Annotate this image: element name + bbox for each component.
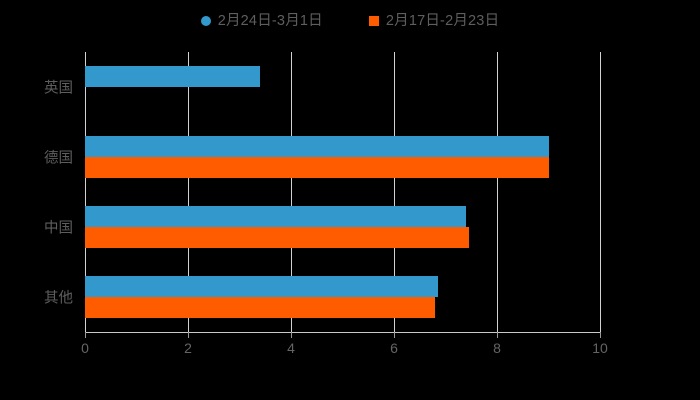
- gridline: [497, 52, 498, 332]
- gridline: [291, 52, 292, 332]
- legend-marker-square-icon: [368, 16, 379, 26]
- x-tick-mark: [85, 332, 86, 338]
- legend-label-series-1: 2月17日-2月23日: [385, 12, 500, 29]
- x-tick-mark: [291, 332, 292, 338]
- bar: [85, 157, 549, 178]
- x-tick-label: 2: [184, 340, 192, 356]
- bar: [85, 276, 438, 297]
- category-label: 德国: [44, 150, 73, 167]
- category-label: 英国: [44, 80, 73, 97]
- x-tick-label: 0: [81, 340, 89, 356]
- x-tick-mark: [497, 332, 498, 338]
- chart-legend: 2月24日-3月1日 2月17日-2月23日: [0, 8, 700, 34]
- x-tick-mark: [394, 332, 395, 338]
- legend-marker-circle-icon: [200, 16, 211, 26]
- bar: [85, 66, 261, 87]
- x-tick-label: 8: [493, 340, 501, 356]
- bar: [85, 227, 469, 248]
- category-label: 中国: [44, 220, 73, 237]
- legend-item-series-0[interactable]: 2月24日-3月1日: [200, 12, 323, 29]
- x-tick-label: 10: [592, 340, 608, 356]
- gridline: [85, 52, 86, 332]
- legend-label-series-0: 2月24日-3月1日: [217, 12, 323, 29]
- x-axis-line: [85, 332, 600, 333]
- gridline: [188, 52, 189, 332]
- bar: [85, 297, 436, 318]
- plot-area: 0 2 4 6 8 10 英国德国中国其他: [44, 52, 608, 356]
- x-tick-label: 4: [287, 340, 295, 356]
- x-tick-label: 6: [390, 340, 398, 356]
- legend-item-series-1[interactable]: 2月17日-2月23日: [368, 12, 500, 29]
- bar: [85, 206, 467, 227]
- category-label: 其他: [44, 290, 73, 307]
- gridline: [600, 52, 601, 332]
- x-tick-mark: [600, 332, 601, 338]
- x-tick-mark: [188, 332, 189, 338]
- gridline: [394, 52, 395, 332]
- bar: [85, 136, 549, 157]
